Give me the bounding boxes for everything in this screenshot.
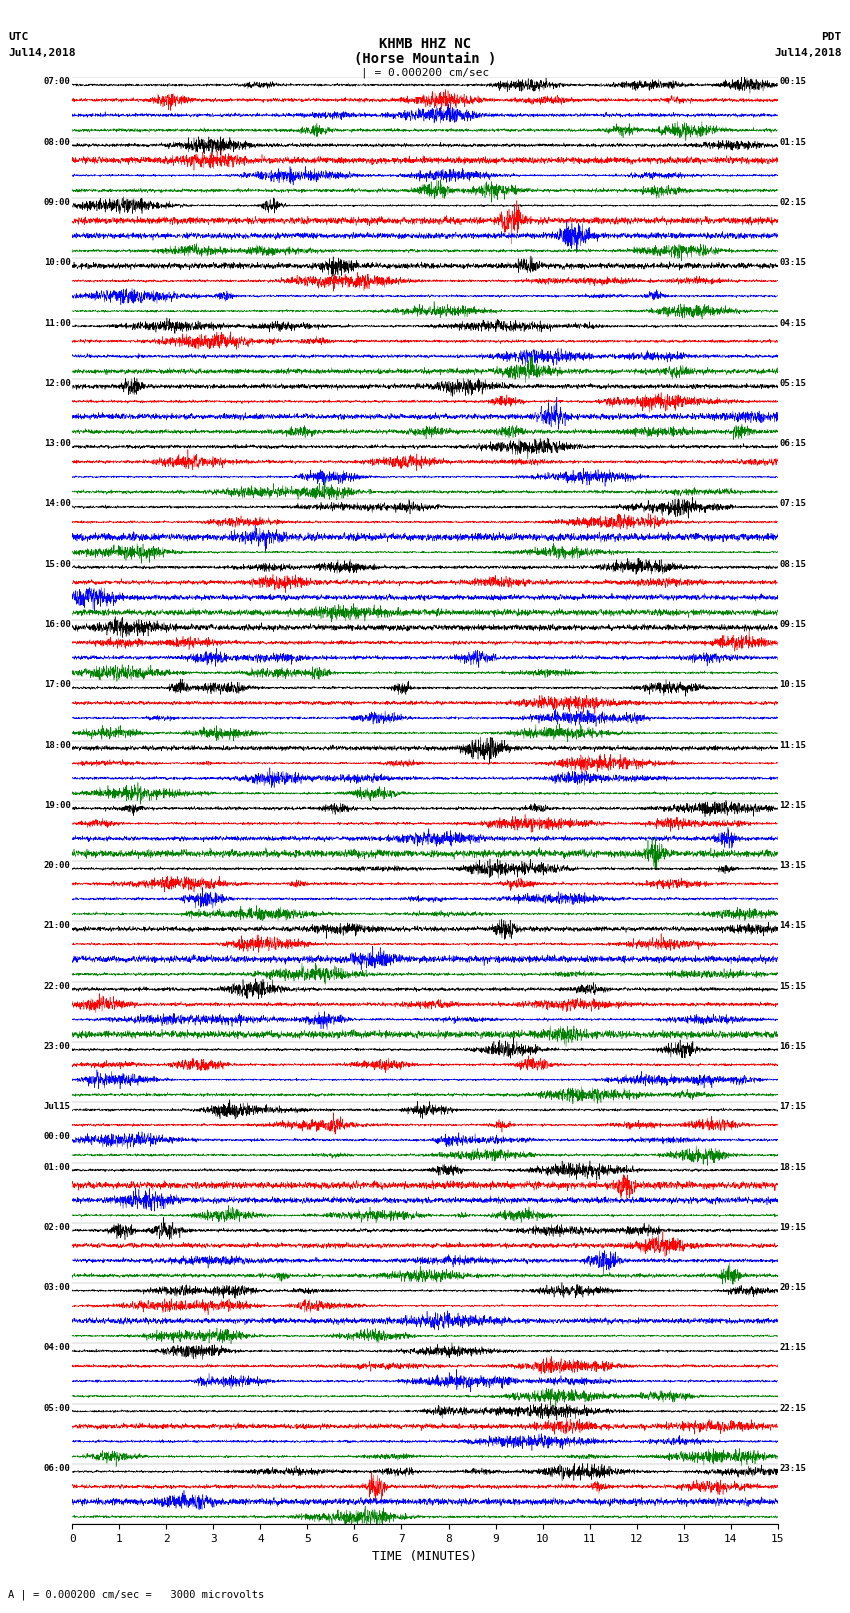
Text: 18:00: 18:00 (44, 740, 71, 750)
Text: 16:15: 16:15 (779, 1042, 806, 1052)
Text: 20:00: 20:00 (44, 861, 71, 869)
Text: 22:00: 22:00 (44, 982, 71, 990)
Text: 11:15: 11:15 (779, 740, 806, 750)
Text: 03:15: 03:15 (779, 258, 806, 268)
Text: KHMB HHZ NC: KHMB HHZ NC (379, 37, 471, 52)
Text: 07:15: 07:15 (779, 500, 806, 508)
Text: 02:15: 02:15 (779, 198, 806, 206)
Text: 13:15: 13:15 (779, 861, 806, 869)
Text: 21:15: 21:15 (779, 1344, 806, 1352)
Text: 18:15: 18:15 (779, 1163, 806, 1171)
Text: 19:00: 19:00 (44, 800, 71, 810)
Text: 15:00: 15:00 (44, 560, 71, 569)
Text: 01:15: 01:15 (779, 137, 806, 147)
Text: 23:15: 23:15 (779, 1465, 806, 1473)
Text: 22:15: 22:15 (779, 1403, 806, 1413)
Text: 09:00: 09:00 (44, 198, 71, 206)
Text: PDT: PDT (821, 32, 842, 42)
Text: 07:00: 07:00 (44, 77, 71, 87)
Text: 01:00: 01:00 (44, 1163, 71, 1171)
Text: | = 0.000200 cm/sec: | = 0.000200 cm/sec (361, 68, 489, 79)
Text: 15:15: 15:15 (779, 982, 806, 990)
Text: 04:00: 04:00 (44, 1344, 71, 1352)
Text: UTC: UTC (8, 32, 29, 42)
Text: 13:00: 13:00 (44, 439, 71, 448)
Text: 06:15: 06:15 (779, 439, 806, 448)
Text: 17:00: 17:00 (44, 681, 71, 689)
Text: 10:15: 10:15 (779, 681, 806, 689)
Text: 20:15: 20:15 (779, 1284, 806, 1292)
Text: 12:00: 12:00 (44, 379, 71, 387)
Text: 04:15: 04:15 (779, 319, 806, 327)
Text: 05:15: 05:15 (779, 379, 806, 387)
Text: 00:00: 00:00 (44, 1132, 71, 1142)
Text: 17:15: 17:15 (779, 1102, 806, 1111)
Text: Jul14,2018: Jul14,2018 (8, 48, 76, 58)
Text: 10:00: 10:00 (44, 258, 71, 268)
Text: 14:15: 14:15 (779, 921, 806, 931)
Text: 16:00: 16:00 (44, 619, 71, 629)
Text: 05:00: 05:00 (44, 1403, 71, 1413)
Text: (Horse Mountain ): (Horse Mountain ) (354, 52, 496, 66)
Text: 14:00: 14:00 (44, 500, 71, 508)
Text: 19:15: 19:15 (779, 1223, 806, 1232)
Text: 03:00: 03:00 (44, 1284, 71, 1292)
Text: 21:00: 21:00 (44, 921, 71, 931)
Text: 08:15: 08:15 (779, 560, 806, 569)
Text: 11:00: 11:00 (44, 319, 71, 327)
Text: 02:00: 02:00 (44, 1223, 71, 1232)
Text: Jul15: Jul15 (44, 1102, 71, 1111)
Text: 23:00: 23:00 (44, 1042, 71, 1052)
X-axis label: TIME (MINUTES): TIME (MINUTES) (372, 1550, 478, 1563)
Text: 00:15: 00:15 (779, 77, 806, 87)
Text: 08:00: 08:00 (44, 137, 71, 147)
Text: A | = 0.000200 cm/sec =   3000 microvolts: A | = 0.000200 cm/sec = 3000 microvolts (8, 1589, 264, 1600)
Text: 12:15: 12:15 (779, 800, 806, 810)
Text: Jul14,2018: Jul14,2018 (774, 48, 842, 58)
Text: 06:00: 06:00 (44, 1465, 71, 1473)
Text: 09:15: 09:15 (779, 619, 806, 629)
